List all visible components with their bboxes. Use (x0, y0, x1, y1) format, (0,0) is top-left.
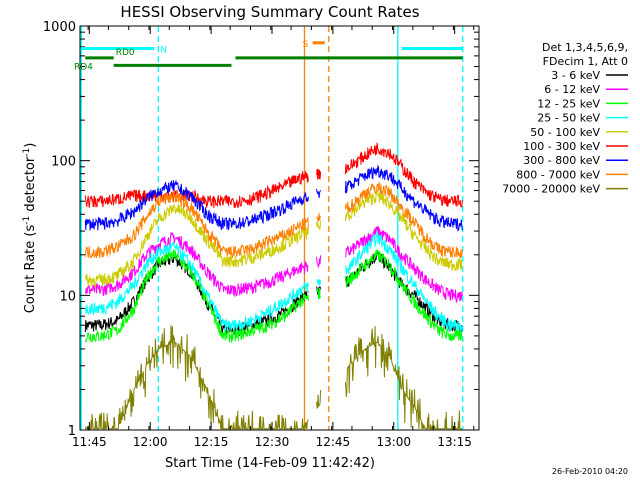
legend: Det 1,3,4,5,6,9, FDecim 1, Att 0 3 - 6 k… (502, 41, 628, 196)
legend-label-0: 3 - 6 keV (551, 69, 600, 82)
legend-label-3: 25 - 50 keV (537, 112, 600, 125)
legend-label-1: 6 - 12 keV (544, 83, 600, 96)
series-line-3 (84, 231, 463, 334)
legend-label-7: 800 - 7000 keV (516, 168, 600, 181)
legend-header-line-2: FDecim 1, Att 0 (543, 55, 628, 68)
legend-label-2: 12 - 25 keV (537, 97, 600, 110)
legend-header-line-1: Det 1,3,4,5,6,9, (542, 41, 628, 54)
legend-label-6: 300 - 800 keV (523, 154, 600, 167)
x-tick-label-5: 13:00 (376, 435, 411, 449)
footer-date: 26-Feb-2010 04:20 (552, 467, 628, 476)
series-line-8 (84, 325, 463, 430)
x-axis-label: Start Time (14-Feb-09 11:42:42) (165, 456, 375, 471)
y-axis-label: Count Rate (s-1 detector-1) (22, 143, 38, 314)
series-line-5 (84, 142, 463, 209)
legend-label-8: 7000 - 20000 keV (502, 183, 600, 196)
series-line-7 (84, 181, 463, 259)
series-line-4 (84, 190, 463, 288)
flag-label-rd4: RD4 (74, 62, 93, 72)
y-tick-label-1: 10 (59, 289, 76, 304)
flag-label-s: S (303, 40, 309, 50)
flag-label-n: N (160, 46, 167, 56)
y-tick-label-2: 100 (51, 155, 76, 170)
x-tick-label-3: 12:30 (255, 435, 290, 449)
series-line-1 (84, 226, 463, 304)
y-tick-label-3: 1000 (43, 20, 76, 35)
x-tick-label-1: 12:00 (133, 435, 168, 449)
series-line-6 (84, 164, 463, 232)
y-tick-label-0: 1 (68, 424, 76, 439)
x-tick-label-6: 13:15 (437, 435, 472, 449)
legend-label-5: 100 - 300 keV (523, 140, 600, 153)
legend-label-4: 50 - 100 keV (530, 126, 600, 139)
flag-label-rd0: RD0 (116, 48, 135, 58)
plot-frame (79, 25, 480, 431)
chart-title: HESSI Observing Summary Count Rates (120, 3, 419, 21)
x-tick-label-0: 11:45 (72, 435, 107, 449)
x-tick-label-2: 12:15 (194, 435, 229, 449)
series-line-2 (84, 249, 463, 343)
x-tick-label-4: 12:45 (316, 435, 351, 449)
